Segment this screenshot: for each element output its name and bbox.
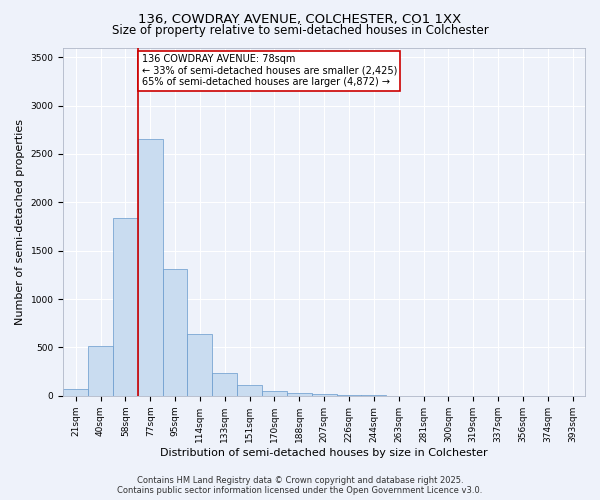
Bar [237,385,262,396]
Bar [187,334,212,396]
X-axis label: Distribution of semi-detached houses by size in Colchester: Distribution of semi-detached houses by … [160,448,488,458]
Text: 136 COWDRAY AVENUE: 78sqm
← 33% of semi-detached houses are smaller (2,425)
65% : 136 COWDRAY AVENUE: 78sqm ← 33% of semi-… [142,54,397,88]
Bar [262,390,287,396]
Bar [113,218,138,396]
Bar [212,373,237,396]
Y-axis label: Number of semi-detached properties: Number of semi-detached properties [15,118,25,324]
Bar [88,346,113,396]
Bar [312,394,337,396]
Bar [337,395,361,396]
Text: Size of property relative to semi-detached houses in Colchester: Size of property relative to semi-detach… [112,24,488,37]
Text: 136, COWDRAY AVENUE, COLCHESTER, CO1 1XX: 136, COWDRAY AVENUE, COLCHESTER, CO1 1XX [139,12,461,26]
Bar [163,269,187,396]
Bar [63,388,88,396]
Text: Contains HM Land Registry data © Crown copyright and database right 2025.
Contai: Contains HM Land Registry data © Crown c… [118,476,482,495]
Bar [287,393,312,396]
Bar [138,140,163,396]
